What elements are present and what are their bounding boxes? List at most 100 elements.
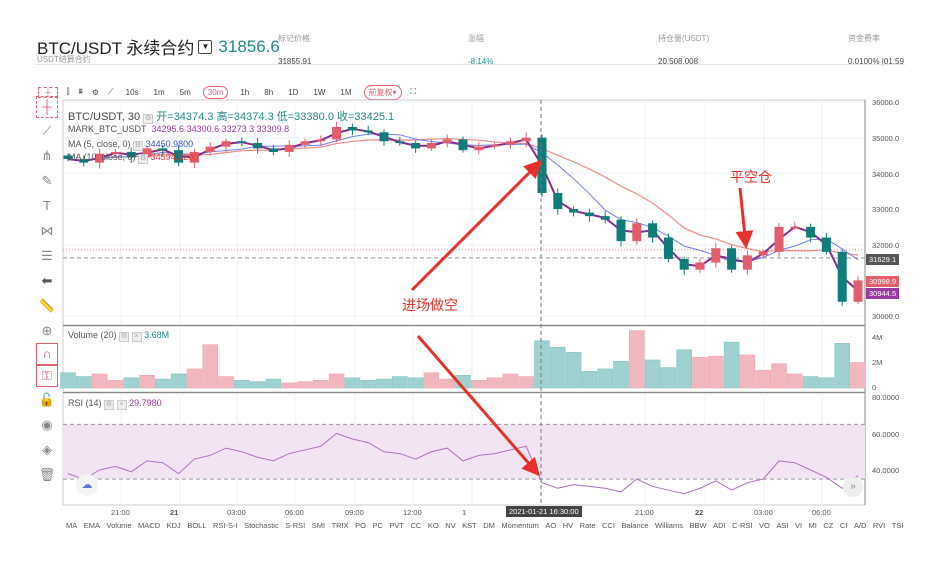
- cursor-cross-icon[interactable]: ┼: [36, 96, 58, 118]
- indicator-ao[interactable]: AO: [545, 521, 557, 530]
- indicator-ci[interactable]: CI: [839, 521, 848, 530]
- indicator-kst[interactable]: KST: [462, 521, 477, 530]
- ma5-label: MA (5, close, 0): [68, 139, 131, 149]
- ma5-settings-icon[interactable]: ⚙: [133, 141, 144, 151]
- indicator-ema[interactable]: EMA: [83, 521, 101, 530]
- tf-10s[interactable]: 10s: [125, 87, 139, 97]
- indicator-cz[interactable]: CZ: [823, 521, 834, 530]
- scroll-right-button[interactable]: »: [843, 477, 863, 497]
- indicator-adi[interactable]: ADI: [713, 521, 726, 530]
- compare-icon[interactable]: ⟋: [108, 87, 114, 96]
- tf-1m[interactable]: 1m: [153, 87, 165, 97]
- indicator-pc[interactable]: PC: [372, 521, 383, 530]
- settings-icon[interactable]: ⚙: [91, 87, 100, 97]
- lock-drawing-icon[interactable]: ⚿: [36, 365, 58, 387]
- volume-close-icon[interactable]: ×: [131, 332, 142, 342]
- indicator-balance[interactable]: Balance: [621, 521, 649, 530]
- indicator-cci[interactable]: CCI: [602, 521, 615, 530]
- candle-body: [142, 148, 152, 158]
- stat-value: 20,508,008: [658, 57, 699, 66]
- indicator-ma[interactable]: MA: [66, 521, 78, 530]
- trend-line-icon[interactable]: ⟋: [42, 123, 52, 138]
- indicator-hv[interactable]: HV: [562, 521, 574, 530]
- symbol-title[interactable]: BTC/USDT 永续合约 ▼ 31856.6: [37, 34, 280, 59]
- pattern-icon[interactable]: ⋈: [40, 223, 54, 238]
- crosshair-icon[interactable]: ┼: [38, 86, 58, 98]
- indicator-mi[interactable]: MI: [808, 521, 817, 530]
- ruler-icon[interactable]: 📏: [38, 298, 56, 313]
- candle-body: [189, 151, 199, 163]
- indicator-trix[interactable]: TRIX: [331, 521, 349, 530]
- pitchfork-icon[interactable]: ⋔: [41, 148, 53, 163]
- main-legend: BTC/USDT, 30 ⚙ 开=34374.3 高=34374.3 低=333…: [68, 108, 394, 124]
- stat-mark-price: 标记价格 31855.91: [278, 33, 311, 66]
- volume-bar: [581, 371, 598, 389]
- volume-settings-icon[interactable]: ⚙: [119, 332, 130, 342]
- indicator-asi[interactable]: ASI: [776, 521, 789, 530]
- indicator-vo[interactable]: VO: [759, 521, 770, 530]
- tf-1h[interactable]: 1h: [240, 87, 250, 97]
- candle-body: [679, 258, 689, 270]
- indicator-cc[interactable]: CC: [410, 521, 422, 530]
- indicators-icon[interactable]: ⩩: [78, 87, 83, 96]
- indicator-williams[interactable]: Williams: [655, 521, 683, 530]
- candle-body: [521, 137, 531, 142]
- candle-type-icon[interactable]: ⫿: [67, 87, 70, 96]
- indicator-dm[interactable]: DM: [483, 521, 495, 530]
- candle-body: [395, 141, 405, 144]
- indicator-a-d[interactable]: A/D: [853, 521, 867, 530]
- legend-settings-icon[interactable]: ⚙: [143, 114, 154, 124]
- arrow-left-icon[interactable]: ⬅: [41, 273, 53, 288]
- indicator-rsi-s-i[interactable]: RSI-S-I: [213, 521, 238, 530]
- ma10-settings-icon[interactable]: ⚙: [138, 154, 149, 164]
- indicator-rvi[interactable]: RVI: [872, 521, 886, 530]
- indicator-macd[interactable]: MACD: [138, 521, 161, 530]
- indicator-volume[interactable]: Volume: [106, 521, 132, 530]
- time-tick: 21:00: [635, 508, 654, 517]
- volume-tick: 2M: [872, 358, 883, 367]
- indicator-s-rsi[interactable]: S-RSI: [285, 521, 306, 530]
- indicator-po[interactable]: PO: [355, 521, 366, 530]
- trash-icon[interactable]: 🗑: [38, 467, 56, 482]
- indicator-nv[interactable]: NV: [445, 521, 456, 530]
- stat-change: 涨幅 -8.14%: [468, 33, 493, 66]
- fib-icon[interactable]: ☰: [41, 248, 53, 263]
- indicator-rate[interactable]: Rate: [579, 521, 596, 530]
- indicator-momentum[interactable]: Momentum: [501, 521, 539, 530]
- indicator-kdj[interactable]: KDJ: [166, 521, 181, 530]
- tf-1mo[interactable]: 1M: [340, 87, 352, 97]
- indicator-c-rsi[interactable]: C-RSI: [732, 521, 753, 530]
- rsi-settings-icon[interactable]: ⚙: [104, 400, 115, 410]
- magnet-icon[interactable]: ∩: [36, 343, 58, 365]
- symbol-dropdown-icon[interactable]: ▼: [198, 39, 213, 54]
- adjust-dropdown[interactable]: 前复权▾: [363, 84, 402, 100]
- indicator-tsi[interactable]: TSI: [891, 521, 904, 530]
- indicator-pvt[interactable]: PVT: [389, 521, 405, 530]
- exit-annotation: 平空仓: [730, 169, 772, 185]
- rsi-close-icon[interactable]: ×: [116, 400, 127, 410]
- tf-5m[interactable]: 5m: [179, 87, 191, 97]
- indicator-vi[interactable]: VI: [794, 521, 803, 530]
- indicator-stochastic[interactable]: Stochastic: [244, 521, 279, 530]
- zoom-in-icon[interactable]: ⊕: [41, 323, 53, 338]
- volume-bar: [234, 380, 250, 389]
- indicator-smi[interactable]: SMI: [311, 521, 326, 530]
- layers-icon[interactable]: ◈: [42, 442, 52, 457]
- eye-icon[interactable]: ◉: [41, 417, 53, 432]
- indicator-boll[interactable]: BOLL: [187, 521, 207, 530]
- indicator-ko[interactable]: KO: [427, 521, 439, 530]
- indicator-bbw[interactable]: BBW: [689, 521, 707, 530]
- candle-body: [79, 159, 89, 163]
- volume-bar: [565, 352, 582, 389]
- tf-1d[interactable]: 1D: [288, 87, 299, 97]
- lock-icon[interactable]: 🔓: [38, 392, 56, 407]
- tf-8h[interactable]: 8h: [264, 87, 274, 97]
- tf-1w[interactable]: 1W: [313, 87, 326, 97]
- brush-icon[interactable]: ✎: [41, 173, 53, 188]
- volume-label: Volume (20): [68, 330, 117, 340]
- header-divider: [35, 64, 905, 65]
- fullscreen-icon[interactable]: ⛶: [410, 87, 417, 96]
- tf-30m[interactable]: 30m: [202, 85, 229, 99]
- text-icon[interactable]: T: [43, 198, 51, 213]
